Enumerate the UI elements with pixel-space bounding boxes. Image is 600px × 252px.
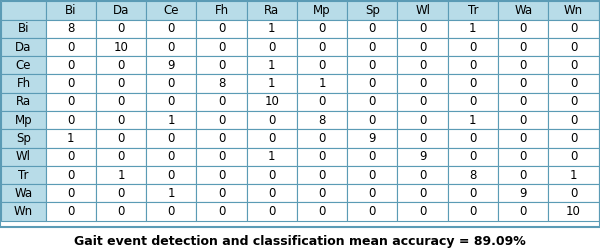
Text: Gait event detection and classification mean accuracy = 89.09%: Gait event detection and classification … (74, 235, 526, 248)
